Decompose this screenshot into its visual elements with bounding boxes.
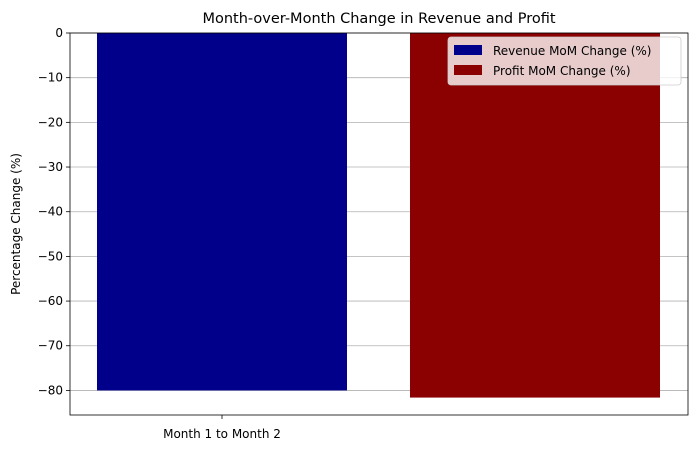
legend-swatch [454,65,482,75]
legend-label: Revenue MoM Change (%) [493,44,651,58]
legend: Revenue MoM Change (%) Profit MoM Change … [447,36,682,86]
bars [97,33,660,398]
plot-frame [69,32,689,416]
y-tick-label: −50 [38,249,63,263]
y-axis-label: Percentage Change (%) [9,153,23,295]
y-tick-label: −60 [38,294,63,308]
y-tick-label: −10 [38,71,63,85]
legend-label: Profit MoM Change (%) [493,64,631,78]
y-tick-label: −40 [38,205,63,219]
y-tick-label: −80 [38,383,63,397]
y-tick-label: −20 [38,115,63,129]
legend-swatch [454,45,482,55]
y-tick-label: −30 [38,160,63,174]
x-tick-label: Month 1 to Month 2 [163,427,281,441]
y-tick-label: −70 [38,339,63,353]
legend-box [447,36,682,86]
bar-series-1-category-0 [410,33,660,398]
chart-title: Month-over-Month Change in Revenue and P… [202,11,555,27]
y-tick-label: 0 [55,26,63,40]
bar-series-0-category-0 [97,33,347,391]
axes: 0 −10 −20 −30 −40 −50 −60 −70 −80 Month 1 to Mont… [38,26,689,441]
